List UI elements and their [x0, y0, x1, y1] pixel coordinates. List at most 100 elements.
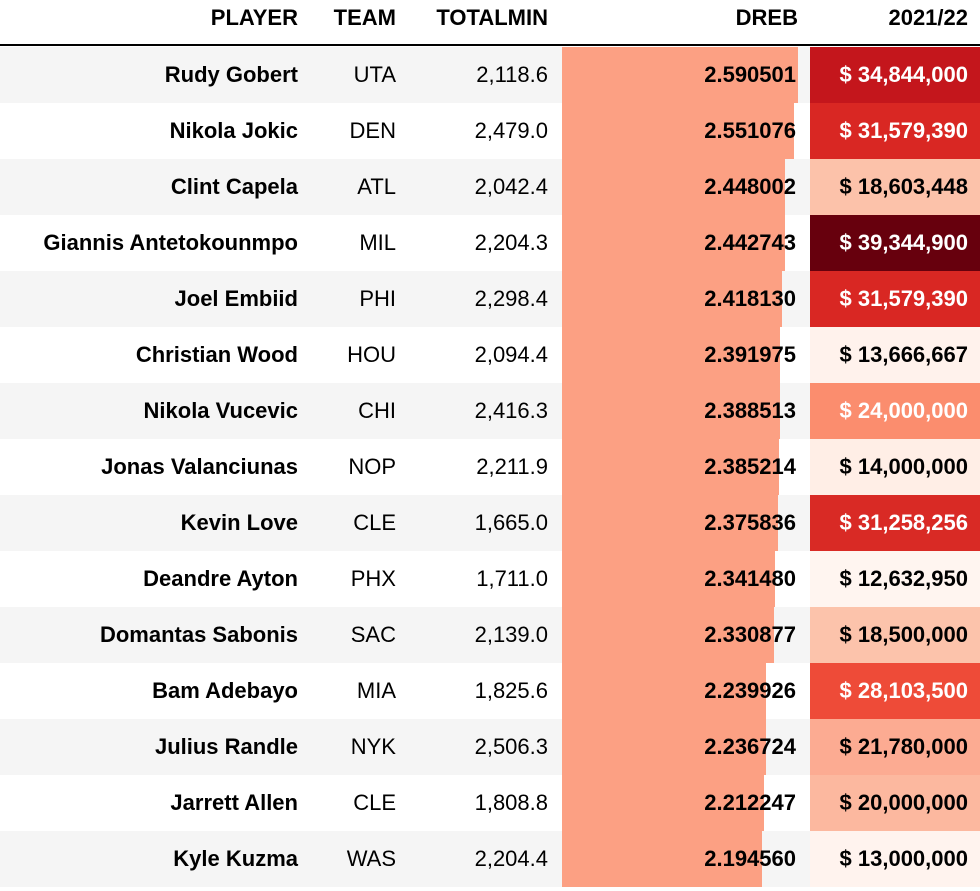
- team-cell: NYK: [350, 734, 396, 759]
- dreb-cell: 2.551076: [704, 118, 796, 143]
- dreb-bar: [562, 439, 779, 495]
- player-cell: Clint Capela: [170, 174, 298, 199]
- table-row: Kevin Love CLE 1,665.0 2.375836 $ 31,258,256: [0, 495, 980, 551]
- salary-cell: $ 21,780,000: [839, 734, 968, 759]
- player-cell: Giannis Antetokounmpo: [43, 230, 298, 255]
- team-cell: HOU: [347, 342, 396, 367]
- dreb-bar: [562, 495, 778, 551]
- team-cell: MIA: [356, 678, 396, 703]
- dreb-bar: [562, 663, 766, 719]
- salary-heat-cell: [810, 327, 980, 383]
- table-row: Nikola Vucevic CHI 2,416.3 2.388513 $ 24,000…: [0, 383, 980, 439]
- team-cell: MIL: [359, 230, 396, 255]
- header-player[interactable]: PLAYER: [210, 5, 298, 30]
- totalmin-cell: 2,211.9: [476, 454, 548, 479]
- dreb-cell: 2.341480: [704, 566, 796, 591]
- player-cell: Christian Wood: [135, 342, 298, 367]
- totalmin-cell: 2,118.6: [476, 62, 548, 87]
- totalmin-cell: 2,139.0: [474, 622, 548, 647]
- player-cell: Deandre Ayton: [143, 566, 298, 591]
- totalmin-cell: 2,042.4: [474, 174, 548, 199]
- salary-heat-cell: [810, 271, 980, 327]
- header-salary[interactable]: 2021/22: [888, 5, 968, 30]
- table-row: Joel Embiid PHI 2,298.4 2.418130 $ 31,579,39…: [0, 271, 980, 327]
- team-cell: UTA: [353, 62, 396, 87]
- dreb-bar: [562, 159, 785, 215]
- dreb-cell: 2.388513: [704, 398, 796, 423]
- dreb-cell: 2.590501: [704, 62, 796, 87]
- player-cell: Nikola Vucevic: [143, 398, 298, 423]
- team-cell: NOP: [348, 454, 396, 479]
- dreb-bar: [562, 831, 762, 887]
- totalmin-cell: 1,711.0: [476, 566, 548, 591]
- salary-cell: $ 18,500,000: [839, 622, 968, 647]
- salary-cell: $ 31,579,390: [839, 118, 968, 143]
- team-cell: DEN: [349, 118, 396, 143]
- player-cell: Joel Embiid: [174, 286, 298, 311]
- header-team[interactable]: TEAM: [333, 5, 396, 30]
- dreb-cell: 2.236724: [704, 734, 796, 759]
- salary-heat-cell: [810, 159, 980, 215]
- dreb-cell: 2.391975: [704, 342, 796, 367]
- team-cell: PHI: [359, 286, 396, 311]
- totalmin-cell: 2,298.4: [474, 286, 548, 311]
- dreb-cell: 2.330877: [704, 622, 796, 647]
- salary-heat-cell: [810, 663, 980, 719]
- salary-heat-cell: [810, 103, 980, 159]
- table-row: Christian Wood HOU 2,094.4 2.391975 $ 13,666…: [0, 327, 980, 383]
- dreb-cell: 2.194560: [704, 846, 796, 871]
- player-cell: Julius Randle: [154, 734, 298, 759]
- salary-cell: $ 12,632,950: [839, 566, 968, 591]
- table-row: Jarrett Allen CLE 1,808.8 2.212247 $ 20,000,…: [0, 775, 980, 831]
- player-cell: Bam Adebayo: [152, 678, 298, 703]
- salary-heat-cell: [810, 607, 980, 663]
- dreb-cell: 2.442743: [704, 230, 796, 255]
- dreb-bar: [562, 383, 780, 439]
- table-row: Jonas Valanciunas NOP 2,211.9 2.385214 $ 14,…: [0, 439, 980, 495]
- salary-heat-cell: [810, 551, 980, 607]
- salary-heat-cell: [810, 719, 980, 775]
- salary-cell: $ 24,000,000: [839, 398, 968, 423]
- salary-cell: $ 18,603,448: [839, 174, 968, 199]
- salary-heat-cell: [810, 439, 980, 495]
- totalmin-cell: 2,506.3: [474, 734, 548, 759]
- table-row: Clint Capela ATL 2,042.4 2.448002 $ 18,603,4…: [0, 159, 980, 215]
- player-cell: Rudy Gobert: [164, 62, 298, 87]
- dreb-cell: 2.448002: [704, 174, 796, 199]
- player-cell: Kyle Kuzma: [173, 846, 298, 871]
- dreb-bar: [562, 551, 775, 607]
- team-cell: PHX: [350, 566, 396, 591]
- team-cell: ATL: [357, 174, 396, 199]
- team-cell: CHI: [358, 398, 396, 423]
- table-row: Rudy Gobert UTA 2,118.6 2.590501 $ 34,844,00…: [0, 47, 980, 103]
- salary-cell: $ 14,000,000: [839, 454, 968, 479]
- salary-cell: $ 34,844,000: [839, 62, 968, 87]
- salary-cell: $ 39,344,900: [839, 230, 968, 255]
- salary-cell: $ 13,000,000: [839, 846, 968, 871]
- table-header: PLAYER TEAM TOTALMIN DREB 2021/22: [0, 0, 980, 46]
- table-row: Domantas Sabonis SAC 2,139.0 2.330877 $ 18,5…: [0, 607, 980, 663]
- totalmin-cell: 2,479.0: [474, 118, 548, 143]
- totalmin-cell: 2,204.4: [474, 846, 548, 871]
- salary-heat-cell: [810, 831, 980, 887]
- salary-heat-cell: [810, 775, 980, 831]
- salary-cell: $ 31,258,256: [839, 510, 968, 535]
- player-cell: Domantas Sabonis: [99, 622, 298, 647]
- totalmin-cell: 1,808.8: [474, 790, 548, 815]
- table-row: Julius Randle NYK 2,506.3 2.236724 $ 21,780,…: [0, 719, 980, 775]
- totalmin-cell: 2,094.4: [474, 342, 548, 367]
- salary-heat-cell: [810, 215, 980, 271]
- dreb-cell: 2.212247: [704, 790, 796, 815]
- header-totalmin[interactable]: TOTALMIN: [436, 5, 548, 30]
- header-dreb[interactable]: DREB: [735, 5, 798, 30]
- dreb-bar: [562, 607, 774, 663]
- salary-cell: $ 31,579,390: [839, 286, 968, 311]
- player-cell: Jonas Valanciunas: [101, 454, 298, 479]
- dreb-bar: [562, 775, 764, 831]
- dreb-bar: [562, 47, 798, 103]
- table-row: Nikola Jokic DEN 2,479.0 2.551076 $ 31,579,3…: [0, 103, 980, 159]
- salary-cell: $ 13,666,667: [839, 342, 968, 367]
- table-row: Giannis Antetokounmpo MIL 2,204.3 2.442743 $…: [0, 215, 980, 271]
- team-cell: CLE: [353, 790, 396, 815]
